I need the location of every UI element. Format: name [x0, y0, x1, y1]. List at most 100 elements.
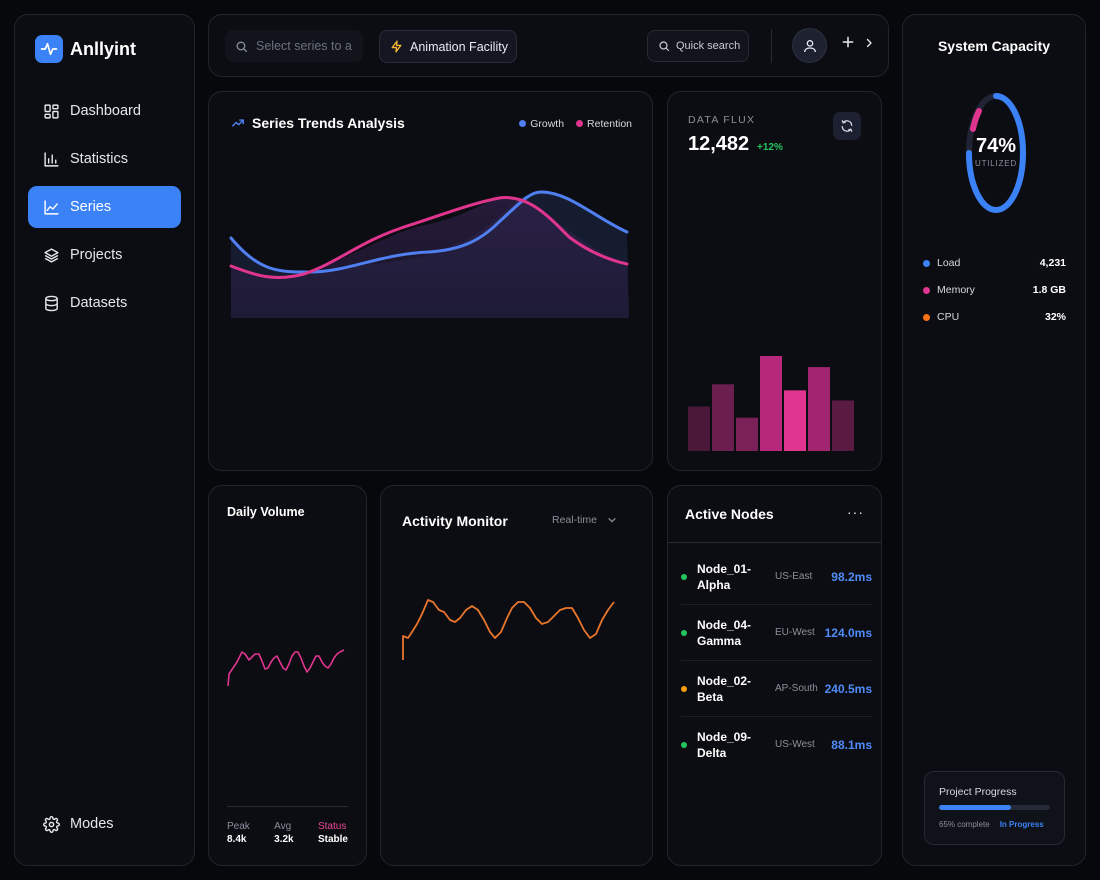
data-flux-card: DATA FLUX 12,482 +12%	[667, 91, 882, 471]
app-logo[interactable]: Anllyint	[35, 35, 136, 63]
daily-volume-stats: Peak 8.4k Avg 3.2k Status Stable	[227, 806, 348, 845]
project-progress-card: Project Progress 65% complete In Progres…	[924, 771, 1065, 845]
legend-label: Retention	[587, 118, 632, 130]
legend-dot	[519, 120, 527, 127]
node-name: Node_02-Beta	[697, 673, 752, 704]
status-dot	[681, 685, 687, 692]
metric-row-cpu: CPU 32%	[923, 311, 1066, 323]
flux-change-badge: +12%	[757, 142, 783, 153]
user-icon	[803, 39, 816, 52]
progress-bar	[939, 805, 1050, 810]
gear-icon	[42, 815, 60, 833]
utilization-ring: 74% UTILIZED	[961, 89, 1031, 217]
trends-header: Series Trends Analysis	[231, 115, 405, 131]
add-button[interactable]	[841, 35, 855, 49]
node-row[interactable]: Node_02-Beta AP-South 240.5ms	[681, 661, 872, 717]
daily-volume-card: Daily Volume Peak 8.4k Avg 3.2k Status S…	[208, 485, 367, 866]
activity-line	[402, 599, 615, 660]
quick-search-button[interactable]: Quick search	[647, 30, 749, 62]
node-name: Node_01-Alpha	[697, 561, 752, 592]
realtime-select[interactable]: Real-time	[552, 514, 617, 526]
sidebar-item-label: Projects	[70, 247, 123, 263]
activity-line-chart	[402, 599, 615, 660]
utilization-label: UTILIZED	[975, 159, 1017, 168]
progress-title: Project Progress	[939, 786, 1017, 798]
trends-legend: Growth Retention	[519, 118, 632, 130]
sidebar-item-label: Datasets	[70, 295, 128, 311]
flux-label: DATA FLUX	[688, 114, 756, 126]
nodes-title: Active Nodes	[685, 506, 774, 522]
daily-volume-title: Daily Volume	[227, 505, 305, 519]
node-row[interactable]: Node_01-Alpha US-East 98.2ms	[681, 549, 872, 605]
stat-value: Stable	[317, 834, 348, 845]
activity-title: Activity Monitor	[402, 513, 508, 529]
nodes-header: Active Nodes ···	[668, 486, 881, 543]
progress-text: 65% complete	[939, 820, 990, 829]
series-search[interactable]	[225, 30, 363, 62]
node-row[interactable]: Node_09-Delta US-West 88.1ms	[681, 717, 872, 773]
flux-bar	[736, 417, 758, 451]
user-avatar[interactable]	[792, 28, 827, 63]
legend-label: Growth	[530, 118, 565, 130]
legend-item-retention: Retention	[576, 118, 632, 130]
progress-status: In Progress	[999, 820, 1044, 829]
metric-label: CPU	[937, 311, 960, 323]
retention-line	[229, 196, 629, 279]
node-region: EU-West	[775, 626, 815, 638]
metric-row-load: Load 4,231	[923, 257, 1066, 269]
sidebar-item-label: Dashboard	[70, 103, 141, 119]
legend-item-growth: Growth	[519, 118, 564, 130]
metric-dot	[923, 259, 930, 267]
activity-monitor-card: Activity Monitor Real-time	[380, 485, 653, 866]
sidebar-item-label: Statistics	[70, 151, 129, 167]
series-search-input[interactable]	[256, 39, 356, 53]
dashboard-icon	[42, 102, 60, 120]
chevron-right-icon	[866, 38, 872, 48]
database-icon	[42, 294, 60, 312]
stat-key: Status	[317, 821, 347, 832]
legend-dot	[576, 120, 584, 127]
sidebar-item-statistics[interactable]: Statistics	[28, 138, 181, 180]
metric-dot	[923, 286, 930, 294]
sidebar-item-label: Modes	[70, 816, 114, 832]
utilization-percent: 74%	[975, 135, 1017, 157]
node-latency: 98.2ms	[831, 569, 872, 584]
metric-value: 4,231	[1039, 257, 1066, 269]
daily-volume-line	[227, 649, 345, 687]
animation-facility-label: Animation Facility	[410, 39, 508, 54]
sidebar-item-label: Series	[70, 199, 112, 215]
stat-peak: Peak 8.4k	[227, 821, 250, 845]
sidebar-item-modes[interactable]: Modes	[28, 803, 181, 845]
line-chart-icon	[42, 198, 60, 216]
bar-chart-icon	[42, 150, 60, 168]
animation-facility-button[interactable]: Animation Facility	[379, 30, 517, 63]
metric-value: 32%	[1044, 311, 1066, 323]
quick-search-label: Quick search	[676, 40, 741, 52]
stat-value: 3.2k	[274, 834, 294, 845]
stat-key: Avg	[274, 821, 292, 832]
node-row[interactable]: Node_04-Gamma EU-West 124.0ms	[681, 605, 872, 661]
trends-title: Series Trends Analysis	[252, 115, 405, 131]
refresh-icon	[841, 120, 853, 132]
node-name: Node_09-Delta	[697, 730, 752, 760]
plus-icon	[842, 36, 854, 48]
node-latency: 240.5ms	[824, 681, 872, 696]
refresh-button[interactable]	[833, 112, 861, 140]
stat-avg: Avg 3.2k	[274, 821, 293, 845]
metric-dot	[923, 313, 930, 321]
realtime-select-value: Real-time	[552, 514, 597, 526]
pulse-icon	[35, 35, 63, 63]
sidebar-item-series[interactable]: Series	[28, 186, 181, 228]
flux-bar-chart	[688, 356, 854, 451]
flux-bar	[760, 356, 782, 451]
node-latency: 124.0ms	[824, 625, 872, 640]
node-region: AP-South	[775, 682, 818, 694]
expand-button[interactable]	[863, 36, 875, 50]
progress-footer: 65% complete In Progress	[939, 820, 1050, 829]
sidebar-item-datasets[interactable]: Datasets	[28, 282, 181, 324]
more-options-button[interactable]: ···	[847, 504, 864, 520]
sidebar-item-projects[interactable]: Projects	[28, 234, 181, 276]
system-capacity-panel: System Capacity 74% UTILIZED Load 4,231 …	[902, 14, 1086, 866]
trending-up-icon	[231, 116, 245, 130]
sidebar-item-dashboard[interactable]: Dashboard	[28, 90, 181, 132]
